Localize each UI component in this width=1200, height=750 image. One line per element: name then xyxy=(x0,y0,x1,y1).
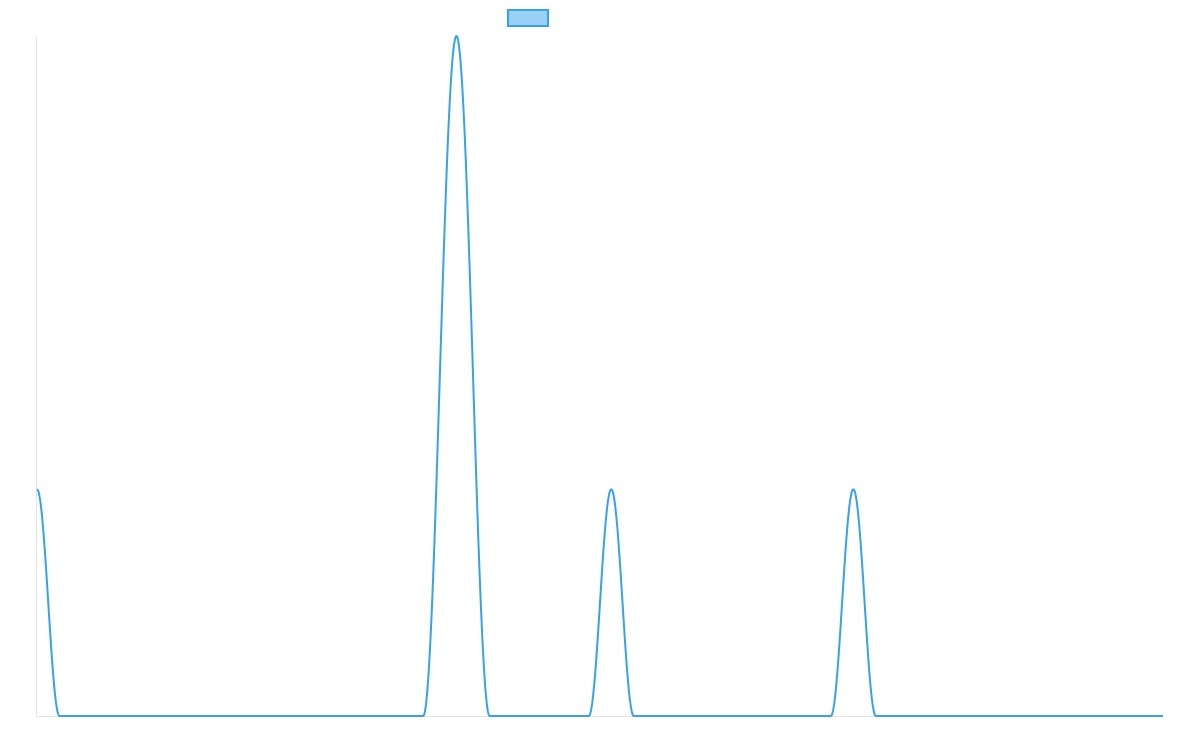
legend-swatch-0[interactable] xyxy=(507,9,549,27)
series-layer xyxy=(36,35,1164,717)
series-line-0 xyxy=(36,35,1164,717)
legend[interactable] xyxy=(507,9,549,27)
